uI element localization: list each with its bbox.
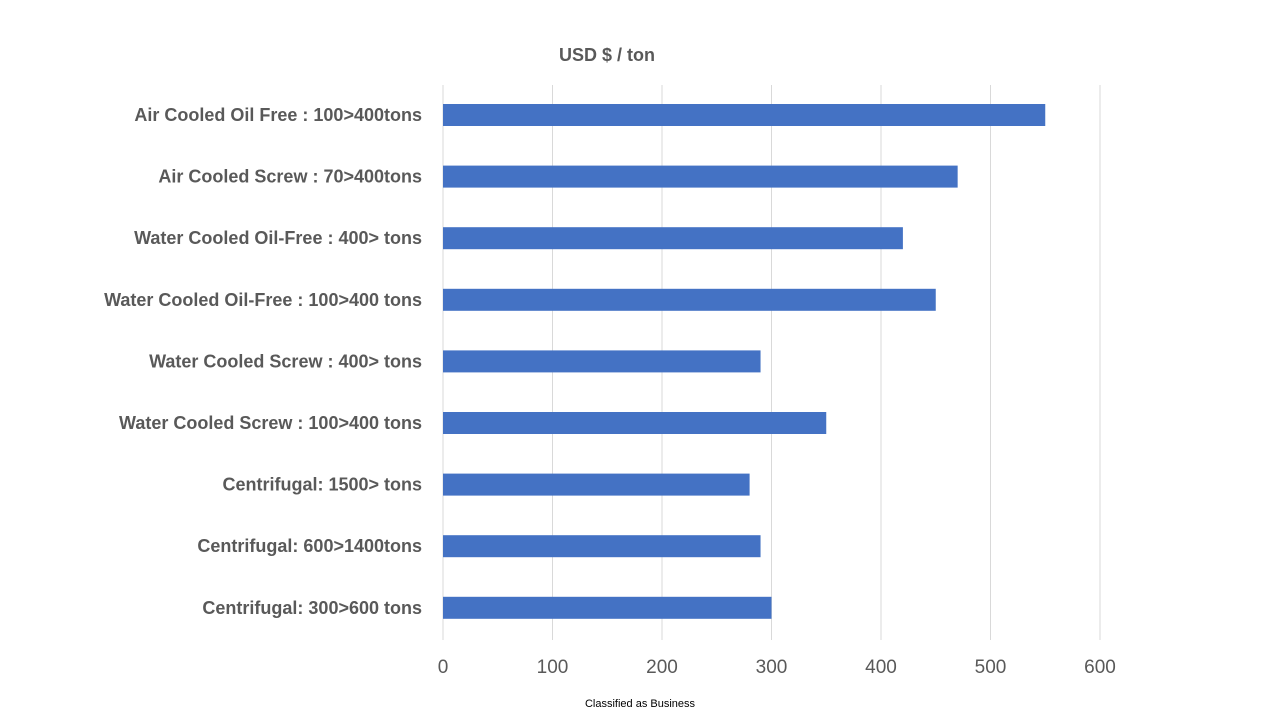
bars-group — [443, 104, 1046, 619]
bar — [443, 535, 761, 558]
x-tick-label: 0 — [438, 657, 449, 678]
x-axis-tick-labels: 0 100 200 300 400 500 600 — [438, 657, 1116, 678]
category-label: Water Cooled Screw : 100>400 tons — [119, 413, 422, 433]
category-label: Centrifugal: 1500> tons — [222, 475, 422, 495]
category-label: Water Cooled Screw : 400> tons — [149, 351, 422, 371]
category-label: Centrifugal: 600>1400tons — [197, 536, 422, 556]
classification-footer: Classified as Business — [584, 698, 696, 710]
x-tick-label: 200 — [646, 657, 678, 678]
bar — [443, 227, 903, 250]
x-tick-label: 600 — [1084, 657, 1116, 678]
category-label: Centrifugal: 300>600 tons — [202, 598, 422, 618]
bar-chart: USD $ / ton Air Cooled Oil Free : 100>40… — [104, 45, 1116, 678]
bar — [443, 350, 761, 373]
x-tick-label: 500 — [975, 657, 1007, 678]
bar — [443, 288, 936, 311]
category-label: Air Cooled Oil Free : 100>400tons — [134, 105, 422, 125]
category-label: Water Cooled Oil-Free : 100>400 tons — [104, 290, 422, 310]
category-labels: Air Cooled Oil Free : 100>400tons Air Coo… — [104, 105, 422, 618]
bar — [443, 412, 827, 434]
bar — [443, 165, 958, 188]
x-tick-label: 100 — [537, 657, 569, 678]
bar — [443, 596, 772, 619]
category-label: Water Cooled Oil-Free : 400> tons — [134, 228, 422, 248]
bar — [443, 104, 1046, 126]
bar — [443, 473, 750, 496]
chart-title: USD $ / ton — [559, 45, 655, 65]
category-label: Air Cooled Screw : 70>400tons — [158, 167, 422, 187]
x-tick-label: 400 — [865, 657, 897, 678]
x-tick-label: 300 — [756, 657, 788, 678]
